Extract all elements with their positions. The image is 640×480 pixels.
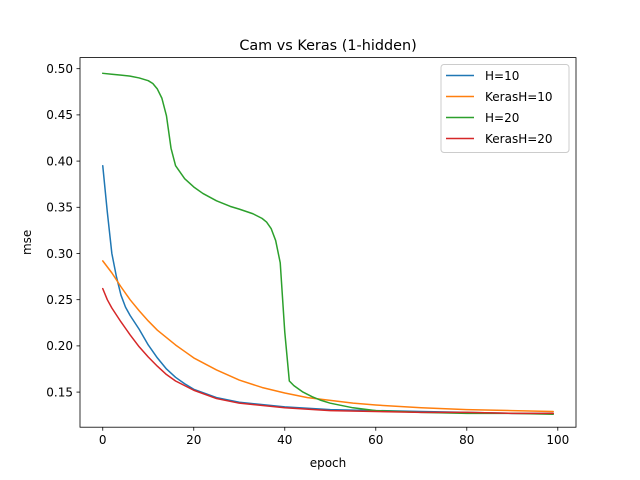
- y-tick-label: 0.50: [46, 62, 73, 76]
- x-tick-label: 40: [277, 433, 292, 447]
- x-tick-label: 0: [99, 433, 107, 447]
- legend-box: [440, 64, 570, 153]
- series-lines: [102, 72, 554, 416]
- legend-label-3: KerasH=20: [485, 132, 553, 146]
- series-line-3: [102, 287, 554, 415]
- y-axis-label: mse: [20, 230, 34, 255]
- x-axis-label: epoch: [310, 456, 347, 470]
- x-tick-label: 100: [546, 433, 569, 447]
- y-tick-label: 0.20: [46, 339, 73, 353]
- y-tick-label: 0.45: [46, 108, 73, 122]
- series-line-1: [102, 260, 554, 413]
- legend-label-1: KerasH=10: [485, 90, 553, 104]
- y-tick-label: 0.30: [46, 247, 73, 261]
- y-tick-label: 0.35: [46, 201, 73, 215]
- x-tick-label: 20: [186, 433, 201, 447]
- y-tick-label: 0.25: [46, 293, 73, 307]
- x-tick-label: 80: [459, 433, 474, 447]
- legend: H=10 KerasH=10 H=20 KerasH=20: [440, 64, 570, 153]
- x-tick-label: 60: [368, 433, 383, 447]
- legend-label-0: H=10: [485, 69, 519, 83]
- chart-title: Cam vs Keras (1-hidden): [239, 38, 416, 54]
- y-tick-label: 0.40: [46, 154, 73, 168]
- plot-area: [79, 57, 577, 428]
- axes-frame: [79, 57, 577, 428]
- series-line-2: [102, 72, 554, 416]
- y-axis: 0.15 0.20 0.25 0.30 0.35 0.40 0.45 0.50: [46, 62, 80, 399]
- x-axis: 0 20 40 60 80 100: [99, 427, 569, 447]
- legend-label-2: H=20: [485, 111, 519, 125]
- y-tick-label: 0.15: [46, 385, 73, 399]
